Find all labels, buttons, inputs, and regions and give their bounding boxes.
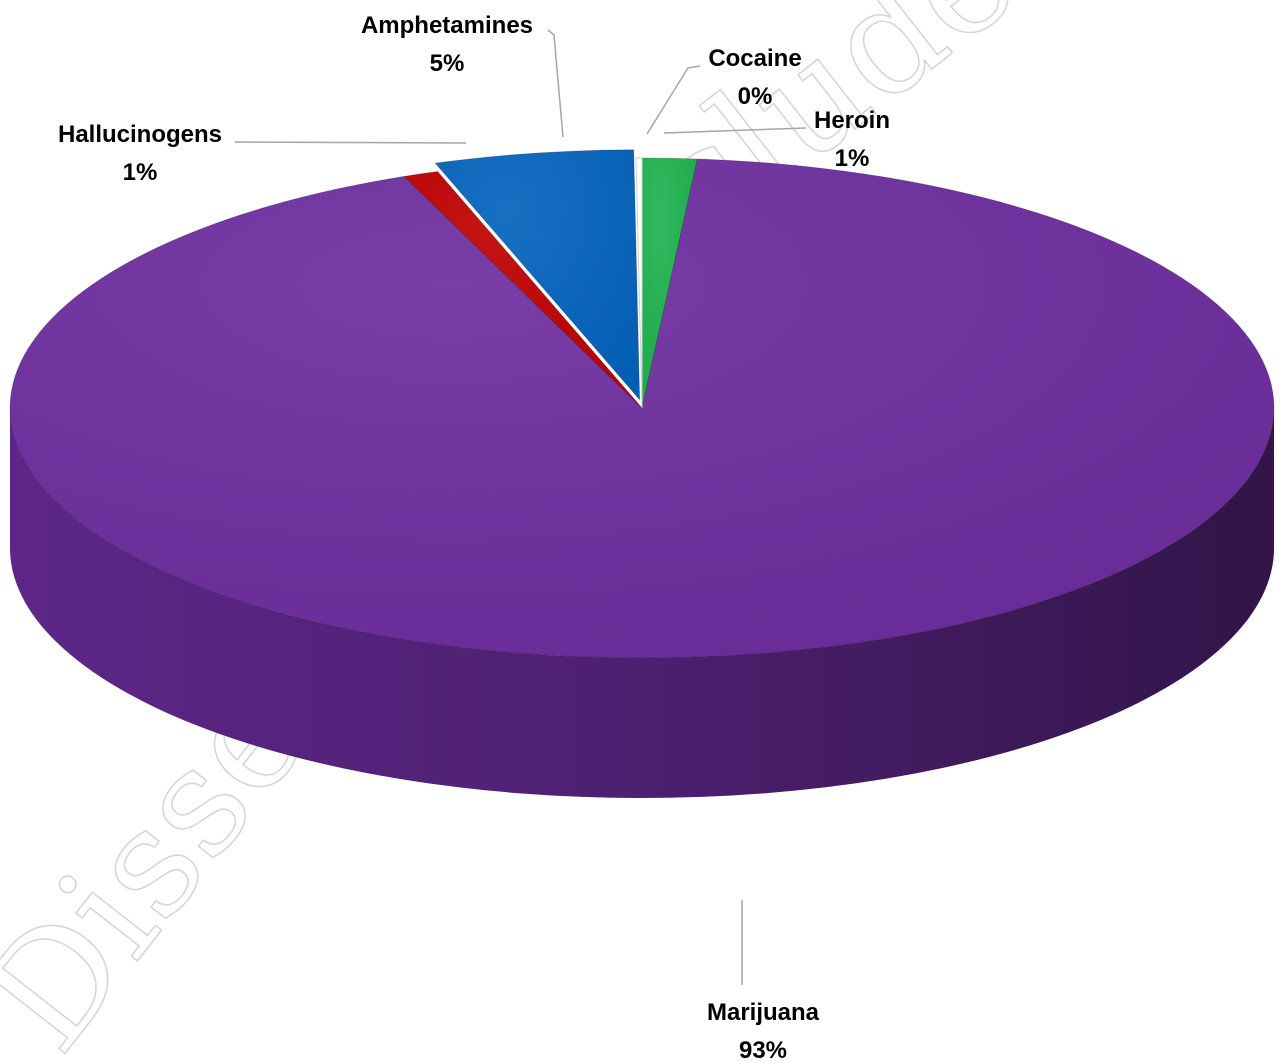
leader-line-heroin	[663, 127, 807, 134]
slice-percent-amphetamines: 5%	[430, 50, 465, 77]
slice-label-hallucinogens: Hallucinogens	[58, 121, 222, 148]
slice-label-amphetamines: Amphetamines	[361, 12, 533, 39]
slice-label-marijuana: Marijuana	[707, 999, 820, 1026]
pie-top	[9, 149, 1275, 659]
slice-label-cocaine: Cocaine	[708, 45, 801, 72]
pie-slice-cocaine	[635, 157, 643, 409]
pie-slice-shade-marijuana	[10, 158, 1275, 659]
leader-line-amphetamines	[547, 29, 564, 138]
slice-label-heroin: Heroin	[814, 107, 890, 134]
pie-slice-shade-amphetamines	[435, 149, 640, 400]
pie-slice-shade-heroin	[642, 158, 698, 408]
slice-percent-cocaine: 0%	[738, 83, 773, 110]
slice-percent-marijuana: 93%	[739, 1037, 787, 1063]
leader-line-hallucinogens	[234, 141, 467, 144]
slice-percent-heroin: 1%	[835, 145, 870, 172]
pie-sides	[10, 408, 1274, 798]
pie-slice-shade-hallucinogens	[404, 171, 642, 408]
leader-line-cocaine	[646, 65, 701, 135]
slice-percent-hallucinogens: 1%	[123, 159, 158, 186]
pie-labels: Heroin 1% Marijuana 93% Hallucinogens 1% Amphe…	[58, 12, 890, 1063]
pie-side-shade-marijuana	[10, 408, 1274, 798]
